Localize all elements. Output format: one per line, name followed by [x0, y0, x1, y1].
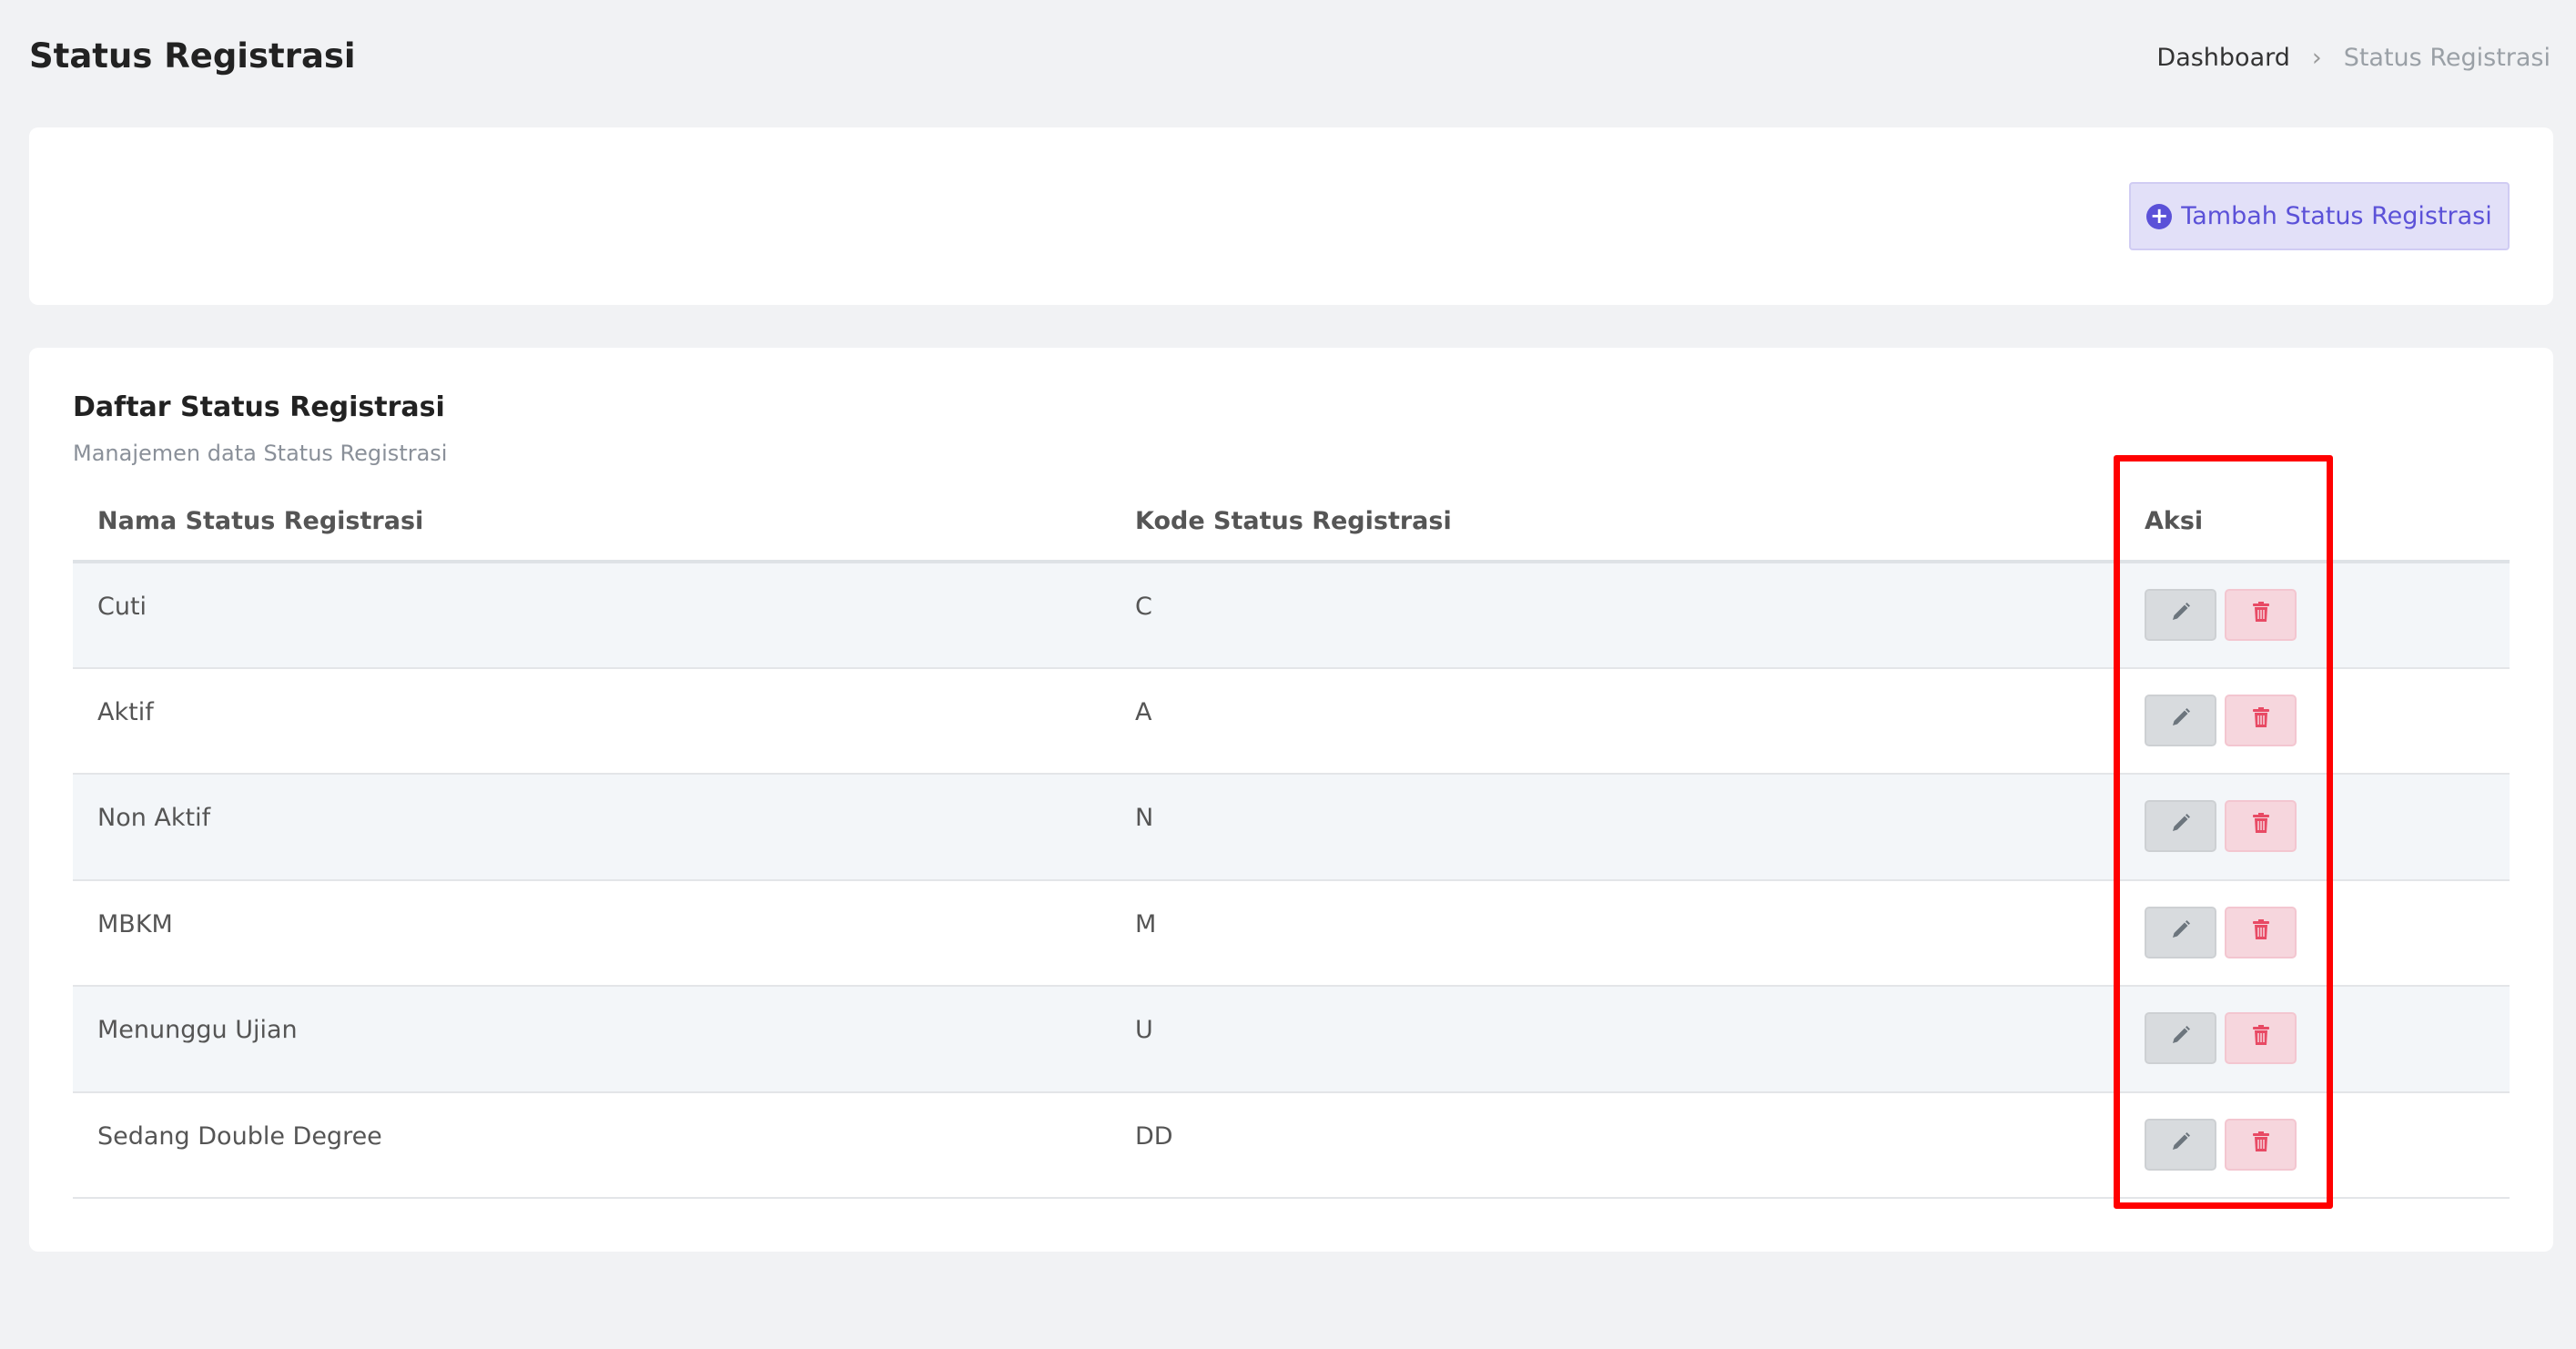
table-row: Aktif A: [73, 667, 2510, 775]
list-subtitle: Manajemen data Status Registrasi: [73, 441, 448, 466]
cell-name: MBKM: [73, 879, 1111, 987]
breadcrumb-separator: ›: [2311, 44, 2322, 72]
cell-code: C: [1111, 562, 2120, 669]
cell-actions: [2120, 1091, 2510, 1199]
edit-button[interactable]: [2145, 589, 2216, 641]
trash-icon: [2251, 1024, 2271, 1052]
table-row: MBKM M: [73, 879, 2510, 987]
breadcrumb: Dashboard › Status Registrasi: [2156, 44, 2551, 72]
cell-name: Cuti: [73, 562, 1111, 669]
add-button-label: Tambah Status Registrasi: [2181, 202, 2492, 230]
table-row: Menunggu Ujian U: [73, 986, 2510, 1093]
cell-code: N: [1111, 774, 2120, 881]
trash-icon: [2251, 601, 2271, 629]
pencil-icon: [2170, 601, 2192, 629]
delete-button[interactable]: [2225, 800, 2297, 852]
table-row: Cuti C: [73, 562, 2510, 669]
list-card: Daftar Status Registrasi Manajemen data …: [29, 348, 2553, 1252]
status-table: Nama Status Registrasi Kode Status Regis…: [73, 482, 2510, 1199]
trash-icon: [2251, 706, 2271, 735]
cell-actions: [2120, 879, 2510, 987]
trash-icon: [2251, 1131, 2271, 1159]
pencil-icon: [2170, 918, 2192, 947]
delete-button[interactable]: [2225, 694, 2297, 746]
cell-name: Aktif: [73, 667, 1111, 775]
edit-button[interactable]: [2145, 800, 2216, 852]
add-status-registrasi-button[interactable]: + Tambah Status Registrasi: [2129, 182, 2510, 250]
list-title: Daftar Status Registrasi: [73, 391, 445, 423]
cell-code: U: [1111, 986, 2120, 1093]
delete-button[interactable]: [2225, 1118, 2297, 1171]
toolbar-card: + Tambah Status Registrasi: [29, 127, 2553, 305]
column-header-code: Kode Status Registrasi: [1111, 482, 2120, 563]
cell-code: A: [1111, 667, 2120, 775]
page-title: Status Registrasi: [29, 36, 356, 76]
delete-button[interactable]: [2225, 906, 2297, 958]
delete-button[interactable]: [2225, 1012, 2297, 1064]
cell-name: Menunggu Ujian: [73, 986, 1111, 1093]
plus-circle-icon: +: [2146, 203, 2173, 229]
edit-button[interactable]: [2145, 1118, 2216, 1171]
cell-code: M: [1111, 879, 2120, 987]
delete-button[interactable]: [2225, 589, 2297, 641]
pencil-icon: [2170, 812, 2192, 840]
edit-button[interactable]: [2145, 906, 2216, 958]
cell-actions: [2120, 562, 2510, 669]
table-row: Non Aktif N: [73, 774, 2510, 881]
pencil-icon: [2170, 706, 2192, 735]
table-row: Sedang Double Degree DD: [73, 1091, 2510, 1199]
cell-actions: [2120, 774, 2510, 881]
cell-actions: [2120, 667, 2510, 775]
cell-code: DD: [1111, 1091, 2120, 1199]
cell-name: Non Aktif: [73, 774, 1111, 881]
pencil-icon: [2170, 1024, 2192, 1052]
edit-button[interactable]: [2145, 1012, 2216, 1064]
cell-name: Sedang Double Degree: [73, 1091, 1111, 1199]
breadcrumb-current: Status Registrasi: [2343, 44, 2551, 72]
trash-icon: [2251, 918, 2271, 947]
edit-button[interactable]: [2145, 694, 2216, 746]
pencil-icon: [2170, 1131, 2192, 1159]
column-header-actions: Aksi: [2120, 482, 2510, 563]
trash-icon: [2251, 812, 2271, 840]
breadcrumb-dashboard[interactable]: Dashboard: [2156, 44, 2290, 72]
column-header-name: Nama Status Registrasi: [73, 482, 1111, 563]
cell-actions: [2120, 986, 2510, 1093]
